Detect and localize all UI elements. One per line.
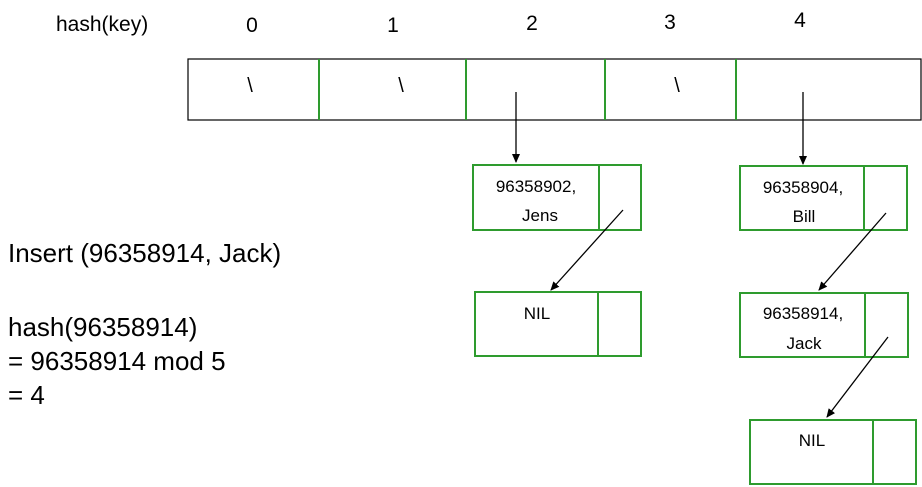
- jack-next-arrow: [826, 336, 889, 418]
- node-bill: 96358904, Bill: [739, 165, 908, 231]
- node-jack-key: 96358914,: [763, 304, 843, 323]
- node-jens-value: Jens: [522, 206, 558, 225]
- slot-0-null: \: [247, 75, 253, 97]
- node-jack-value: Jack: [787, 334, 822, 353]
- slot-1-null: \: [398, 75, 404, 97]
- jens-next-arrow: [550, 209, 624, 291]
- node-jens: 96358902, Jens: [472, 164, 642, 231]
- hash-table-array: \ \ \: [187, 58, 922, 121]
- index-2: 2: [526, 12, 538, 35]
- node-nil-slot2: NIL: [474, 291, 642, 357]
- node-jens-key: 96358902,: [496, 177, 576, 196]
- node-jack: 96358914, Jack: [739, 292, 909, 358]
- node-bill-key: 96358904,: [763, 178, 843, 197]
- bill-next-arrow: [818, 212, 887, 291]
- nil-label-slot2: NIL: [524, 304, 550, 323]
- index-1: 1: [387, 14, 399, 37]
- hash-key-label: hash(key): [56, 13, 149, 36]
- index-0: 0: [246, 14, 258, 37]
- mod-line: = 96358914 mod 5: [8, 346, 226, 376]
- insert-operation: Insert (96358914, Jack): [8, 238, 282, 268]
- index-3: 3: [664, 11, 676, 34]
- hash-call: hash(96358914): [8, 312, 198, 342]
- node-bill-value: Bill: [793, 207, 816, 226]
- index-4: 4: [794, 9, 806, 32]
- hash-result: = 4: [8, 380, 45, 410]
- node-nil-slot4: NIL: [749, 419, 917, 485]
- nil-label-slot4: NIL: [799, 431, 825, 450]
- slot-3-null: \: [674, 75, 680, 97]
